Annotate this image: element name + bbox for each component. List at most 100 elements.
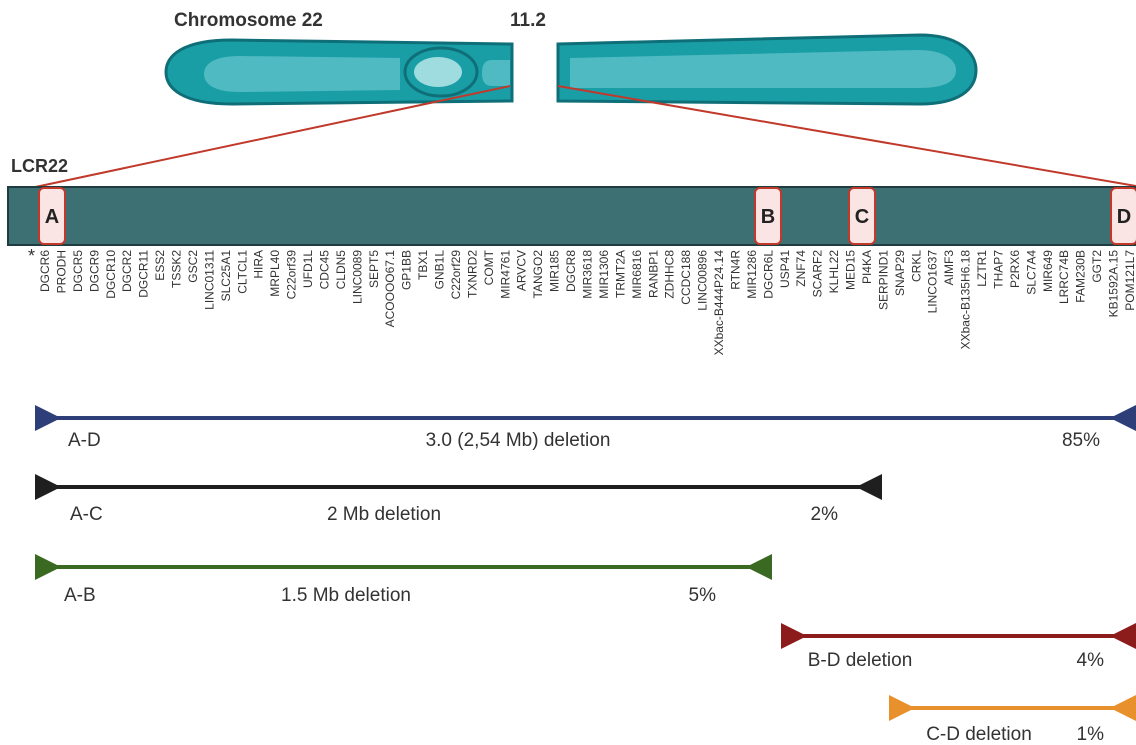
band-label: 11.2: [510, 10, 546, 31]
gene-label: LINC0089: [350, 250, 364, 304]
lcr-d-label: D: [1117, 206, 1131, 228]
deletion-ad-right-arrowhead: [1110, 405, 1136, 431]
gene-label: TRMT2A: [613, 250, 627, 298]
deletion-cd: C-D deletion 1%: [889, 695, 1136, 745]
gene-label: ARVCV: [515, 250, 529, 291]
deletion-bd-description: B-D deletion: [808, 650, 913, 671]
deletion-ac-percent: 2%: [811, 504, 839, 525]
deletion-ad-description: 3.0 (2,54 Mb) deletion: [426, 430, 611, 451]
lcr-c-label: C: [855, 206, 869, 228]
gene-label: LINCO1637: [926, 250, 940, 314]
deletion-cd-left-arrowhead: [889, 695, 915, 721]
chromosome-left-arm-highlight: [204, 56, 400, 92]
deletion-ac-right-arrowhead: [856, 474, 882, 500]
gene-label: TXNRD2: [465, 250, 479, 298]
gene-labels: DGCR6 PRODH DGCR5 DGCR9 DGCR10 DGCR2 DGCR11 ESS…: [38, 249, 1136, 355]
gene-label: USP41: [778, 250, 792, 288]
gene-label: MIR185: [548, 250, 562, 292]
deletion-ab-right-arrowhead: [746, 554, 772, 580]
gene-label: KLHL22: [827, 250, 841, 294]
deletion-ac: A-C 2 Mb deletion 2%: [35, 474, 882, 525]
gene-label: PI4KA: [860, 250, 874, 284]
gene-label: CRKL: [909, 250, 923, 282]
gene-label: DGCR2: [120, 250, 134, 292]
deletion-bd-left-arrowhead: [781, 623, 807, 649]
deletion-ac-left-arrowhead: [35, 474, 61, 500]
deletion-ab-description: 1.5 Mb deletion: [281, 585, 411, 606]
deletion-cd-percent: 1%: [1077, 724, 1105, 745]
footnote-marker: *: [28, 246, 35, 266]
gene-label: TSSK2: [170, 250, 184, 288]
gene-label: LINC01311: [202, 250, 216, 310]
deletion-ad-left-arrowhead: [35, 405, 61, 431]
gene-label: XXbac-B135H6.18: [959, 250, 973, 350]
deletion-ab-left-arrowhead: [35, 554, 61, 580]
gene-label: P2RX6: [1008, 250, 1022, 288]
deletion-ab-percent: 5%: [689, 585, 717, 606]
gene-label: RANBP1: [646, 250, 660, 298]
gene-label: GP1BB: [400, 250, 414, 290]
gene-label: AIMF3: [942, 250, 956, 286]
gene-label: MIR4761: [498, 250, 512, 299]
deletion-bars: A-D 3.0 (2,54 Mb) deletion 85% A-C 2 Mb dele…: [35, 405, 1136, 745]
lcr-a-label: A: [45, 206, 59, 228]
deletion-ad-name: A-D: [68, 430, 101, 451]
gene-label: SLC7A4: [1024, 250, 1038, 295]
gene-label: UFD1L: [301, 250, 315, 288]
deletion-ad: A-D 3.0 (2,54 Mb) deletion 85%: [35, 405, 1136, 451]
gene-label: FAM230B: [1074, 250, 1088, 303]
deletion-ac-name: A-C: [70, 504, 103, 525]
gene-label: POM121L7: [1123, 250, 1136, 311]
gene-label: MIR1306: [597, 250, 611, 299]
gene-label: DGCR11: [137, 250, 151, 298]
gene-label: COMT: [482, 249, 496, 285]
chromosome-title: Chromosome 22: [174, 10, 323, 31]
lcr22-label: LCR22: [11, 156, 68, 176]
gene-label: ZNF74: [794, 250, 808, 287]
gene-label: XXbac-B444P24.14: [712, 250, 726, 356]
gene-label: TBX1: [416, 250, 430, 280]
gene-label: SCARF2: [811, 250, 825, 298]
gene-label: DGCR8: [564, 250, 578, 292]
gene-label: TANGO2: [531, 250, 545, 299]
chromosome-left-arm-highlight-2: [482, 60, 510, 86]
deletion-ab-name: A-B: [64, 585, 96, 606]
gene-label: SNAP29: [893, 250, 907, 296]
gene-label: DGCR6L: [761, 250, 775, 299]
gene-label: CLTCL1: [235, 250, 249, 294]
gene-label: DGCR6: [38, 250, 52, 292]
gene-label: THAP7: [992, 250, 1006, 289]
gene-label: ZDHHC8: [663, 250, 677, 299]
deletion-cd-description: C-D deletion: [926, 724, 1032, 745]
deletion-bd: B-D deletion 4%: [781, 623, 1136, 671]
gene-label: LINC00896: [696, 250, 710, 311]
gene-label: SERPIND1: [876, 250, 890, 310]
gene-label: MRPL40: [268, 250, 282, 297]
gene-label: DGCR10: [104, 250, 118, 299]
deletion-bd-right-arrowhead: [1110, 623, 1136, 649]
deletion-cd-right-arrowhead: [1110, 695, 1136, 721]
gene-label: CDC45: [318, 250, 332, 290]
gene-label: DGCR5: [71, 250, 85, 292]
deletion-bd-percent: 4%: [1077, 650, 1105, 671]
region-bar: [8, 187, 1136, 245]
gene-label: C22orf39: [285, 250, 299, 300]
gene-label: KB1592A.15: [1107, 250, 1121, 318]
gene-label: GSC2: [186, 250, 200, 283]
gene-label: LZTR1: [975, 250, 989, 287]
deletion-ab: A-B 1.5 Mb deletion 5%: [35, 554, 772, 606]
deletion-ad-percent: 85%: [1062, 430, 1100, 451]
gene-label: SEPT5: [367, 250, 381, 288]
gene-label: C22orf29: [449, 250, 463, 300]
gene-label: DGCR9: [87, 250, 101, 292]
gene-label: GNB1L: [433, 250, 447, 290]
gene-label: CLDN5: [334, 250, 348, 290]
deletion-ac-description: 2 Mb deletion: [327, 504, 441, 525]
gene-label: MIR1286: [745, 250, 759, 299]
gene-label: MED15: [844, 250, 858, 290]
chromosome-ideogram: Chromosome 22 11.2: [166, 10, 976, 104]
centromere-core: [414, 57, 462, 87]
gene-label: ESS2: [153, 250, 167, 281]
gene-label: MIR3618: [581, 250, 595, 299]
